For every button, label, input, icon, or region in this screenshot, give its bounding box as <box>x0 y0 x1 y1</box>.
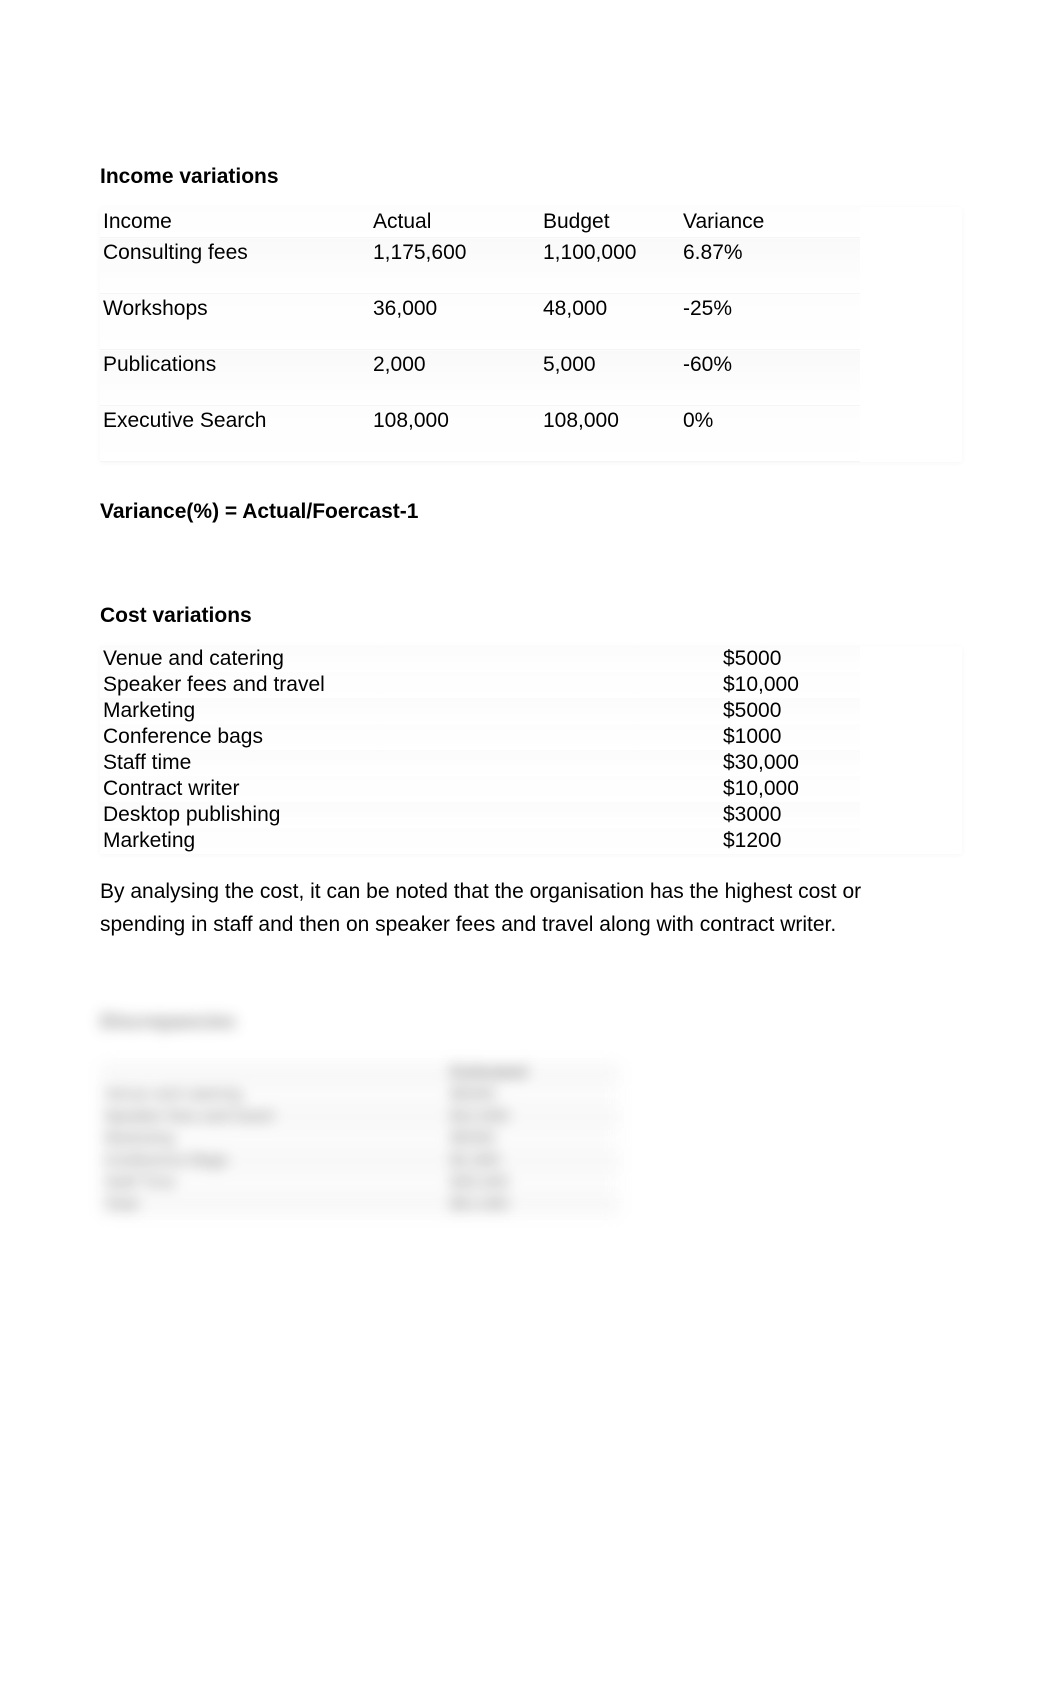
cost-table: Venue and catering $5000 Speaker fees an… <box>100 646 860 854</box>
analysis-paragraph: By analysing the cost, it can be noted t… <box>100 876 890 941</box>
income-table: Income Actual Budget Variance Consulting… <box>100 207 860 462</box>
blurred-cell: Speaker fees and travel <box>100 1106 447 1128</box>
cell-budget: 108,000 <box>540 406 680 462</box>
cost-label: Speaker fees and travel <box>100 672 720 698</box>
col-header-income: Income <box>100 207 370 238</box>
table-row: Venue and catering $5000 <box>100 646 860 672</box>
table-row: Marketing $5000 <box>100 1128 620 1150</box>
table-row: Marketing $5000 <box>100 698 860 724</box>
cell-budget: 5,000 <box>540 350 680 406</box>
cost-label: Venue and catering <box>100 646 720 672</box>
cost-value: $3000 <box>720 802 860 828</box>
cell-actual: 36,000 <box>370 294 540 350</box>
cell-income-name: Executive Search <box>100 406 370 462</box>
cell-budget: 1,100,000 <box>540 238 680 294</box>
table-row: Speaker fees and travel $12,000 <box>100 1106 620 1128</box>
cost-label: Staff time <box>100 750 720 776</box>
income-table-wrap: Income Actual Budget Variance Consulting… <box>100 207 962 462</box>
income-header-row: Income Actual Budget Variance <box>100 207 860 238</box>
table-row: Estimated <box>100 1062 620 1084</box>
cell-actual: 108,000 <box>370 406 540 462</box>
blurred-table: Estimated Venue and catering $5000 Speak… <box>100 1062 620 1216</box>
col-header-budget: Budget <box>540 207 680 238</box>
cell-income-name: Publications <box>100 350 370 406</box>
table-row: Staff time $30,000 <box>100 750 860 776</box>
table-row: Workshops 36,000 48,000 -25% <box>100 294 860 350</box>
cell-actual: 2,000 <box>370 350 540 406</box>
cell-budget: 48,000 <box>540 294 680 350</box>
table-row: Conference bags $1000 <box>100 724 860 750</box>
blurred-cell <box>100 1062 447 1084</box>
table-row: Consulting fees 1,175,600 1,100,000 6.87… <box>100 238 860 294</box>
blurred-cell: $30,000 <box>447 1172 620 1194</box>
cell-variance: -60% <box>680 350 860 406</box>
col-header-variance: Variance <box>680 207 860 238</box>
cell-income-name: Consulting fees <box>100 238 370 294</box>
cost-label: Desktop publishing <box>100 802 720 828</box>
cost-heading: Cost variations <box>100 604 962 628</box>
blurred-cell: Marketing <box>100 1128 447 1150</box>
cost-label: Marketing <box>100 698 720 724</box>
table-row: Speaker fees and travel $10,000 <box>100 672 860 698</box>
variance-formula: Variance(%) = Actual/Foercast-1 <box>100 500 962 524</box>
table-row: Publications 2,000 5,000 -60% <box>100 350 860 406</box>
table-row: Total $51,000 <box>100 1194 620 1216</box>
cell-income-name: Workshops <box>100 294 370 350</box>
table-row: Desktop publishing $3000 <box>100 802 860 828</box>
blurred-cell: $1,000 <box>447 1150 620 1172</box>
table-row: Contract writer $10,000 <box>100 776 860 802</box>
blurred-heading: Discrepancies <box>100 1011 962 1034</box>
cell-variance: 6.87% <box>680 238 860 294</box>
blurred-section: Discrepancies Estimated Venue and cateri… <box>100 1011 962 1216</box>
blurred-cell: $5000 <box>447 1084 620 1106</box>
blurred-cell: Staff Time <box>100 1172 447 1194</box>
blurred-cell: Total <box>100 1194 447 1216</box>
cost-value: $5000 <box>720 646 860 672</box>
blurred-cell: $5000 <box>447 1128 620 1150</box>
blurred-cell: $51,000 <box>447 1194 620 1216</box>
cost-value: $30,000 <box>720 750 860 776</box>
cell-variance: 0% <box>680 406 860 462</box>
col-header-actual: Actual <box>370 207 540 238</box>
cost-value: $10,000 <box>720 776 860 802</box>
cost-value: $10,000 <box>720 672 860 698</box>
blurred-cell: Venue and catering <box>100 1084 447 1106</box>
blurred-cell: $12,000 <box>447 1106 620 1128</box>
cost-label: Marketing <box>100 828 720 854</box>
cost-value: $5000 <box>720 698 860 724</box>
cost-label: Contract writer <box>100 776 720 802</box>
table-row: Executive Search 108,000 108,000 0% <box>100 406 860 462</box>
cost-value: $1000 <box>720 724 860 750</box>
table-row: Conference Bags $1,000 <box>100 1150 620 1172</box>
blurred-cell: Estimated <box>447 1062 620 1084</box>
cost-label: Conference bags <box>100 724 720 750</box>
cell-variance: -25% <box>680 294 860 350</box>
table-row: Staff Time $30,000 <box>100 1172 620 1194</box>
cost-table-wrap: Venue and catering $5000 Speaker fees an… <box>100 646 962 854</box>
blurred-cell: Conference Bags <box>100 1150 447 1172</box>
income-heading: Income variations <box>100 165 962 189</box>
cost-value: $1200 <box>720 828 860 854</box>
table-row: Venue and catering $5000 <box>100 1084 620 1106</box>
cell-actual: 1,175,600 <box>370 238 540 294</box>
table-row: Marketing $1200 <box>100 828 860 854</box>
